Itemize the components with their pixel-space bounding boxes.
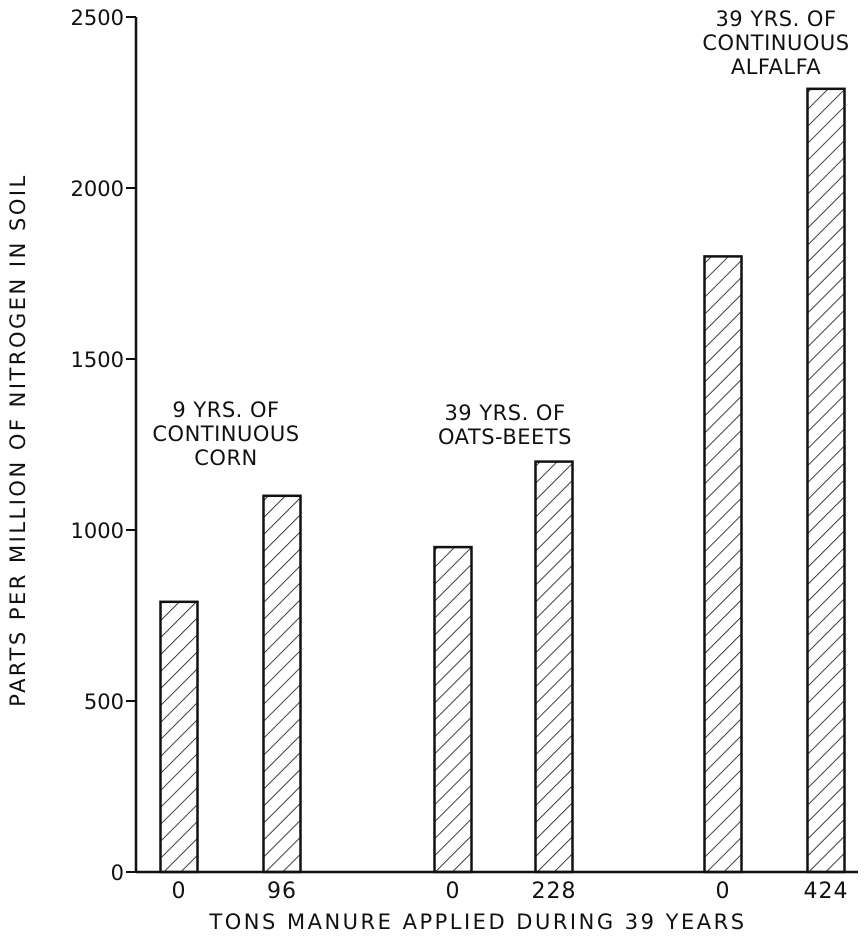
axes — [134, 17, 858, 874]
bar — [262, 494, 302, 874]
x-category-label: 0 — [716, 879, 731, 904]
y-tick-label: 2500 — [71, 6, 124, 30]
group-label-line: OATS-BEETS — [438, 425, 572, 449]
y-tick-label: 500 — [84, 690, 124, 714]
x-category-label: 0 — [446, 879, 461, 904]
bar — [534, 460, 574, 874]
group-label-line: CONTINUOUS — [152, 422, 299, 446]
group-label-line: ALFALFA — [731, 55, 821, 79]
x-category-label: 228 — [532, 879, 577, 904]
x-category-label: 96 — [267, 879, 297, 904]
group-label-line: 39 YRS. OF — [715, 7, 836, 31]
group-label-line: CORN — [194, 446, 258, 470]
y-axis-title: PARTS PER MILLION OF NITROGEN IN SOIL — [6, 173, 30, 707]
y-tick-label: 0 — [111, 861, 124, 885]
y-tick-label: 2000 — [71, 177, 124, 201]
y-tick-label: 1500 — [71, 348, 124, 372]
x-axis-category-labels: 0 96 0 228 0 424 — [172, 879, 849, 904]
bars-layer — [159, 87, 846, 874]
group-label-line: 39 YRS. OF — [444, 401, 565, 425]
bar — [159, 600, 199, 874]
y-tick-label: 1000 — [71, 519, 124, 543]
y-axis-ticks: 0 500 1000 1500 2000 2500 — [71, 6, 136, 885]
bar — [703, 255, 743, 874]
group-label-line: 9 YRS. OF — [172, 398, 279, 422]
bar — [806, 87, 846, 874]
x-category-label: 0 — [172, 879, 187, 904]
x-category-label: 424 — [804, 879, 849, 904]
bar — [433, 545, 473, 874]
x-axis-title: TONS MANURE APPLIED DURING 39 YEARS — [208, 910, 746, 934]
group-label-line: CONTINUOUS — [702, 31, 849, 55]
